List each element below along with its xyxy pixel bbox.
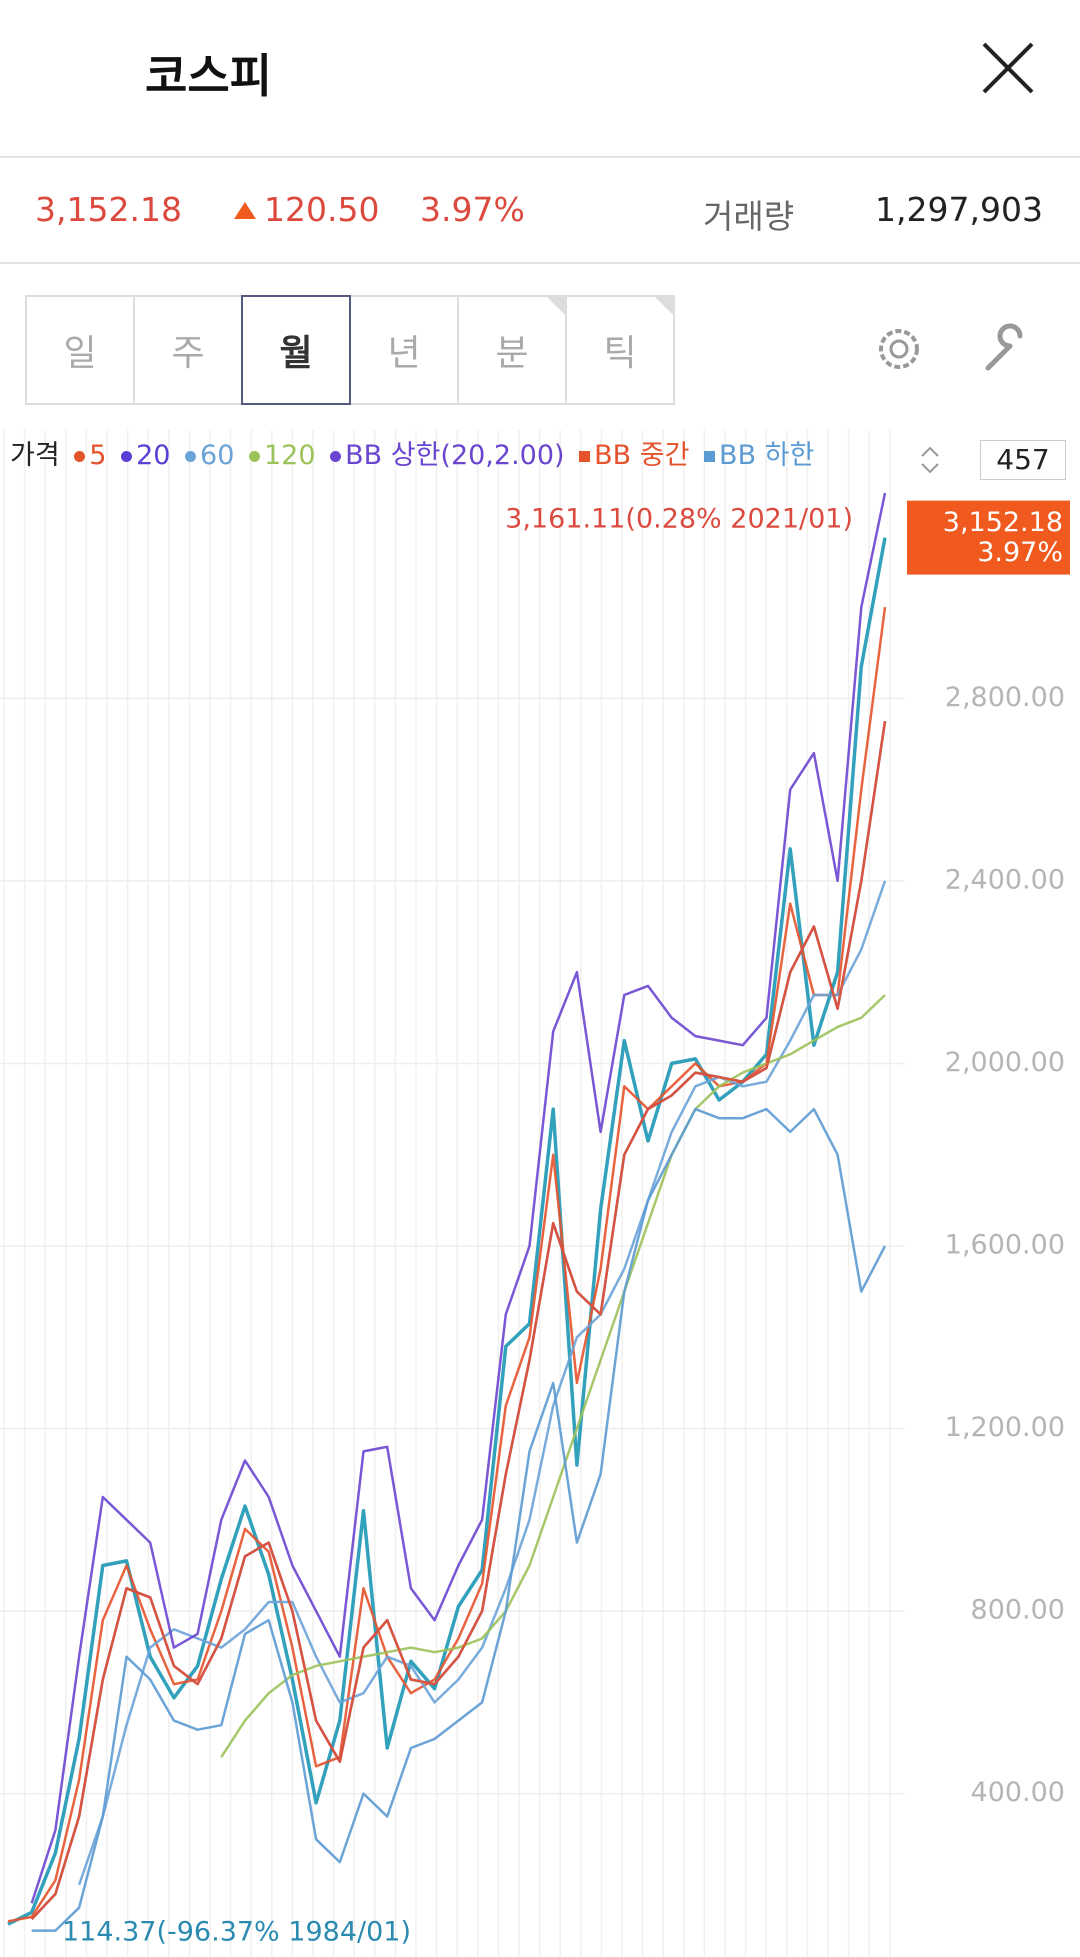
y-tick-label: 400.00 xyxy=(971,1777,1065,1808)
y-tick-label: 800.00 xyxy=(971,1595,1065,1626)
series-line xyxy=(30,721,887,1920)
settings-button[interactable] xyxy=(872,322,926,376)
series-line xyxy=(77,880,887,1886)
legend-item: BB 상한(20,2.00) xyxy=(330,440,565,471)
last-price: 3,152.18 xyxy=(943,507,1063,538)
legend-label: 20 xyxy=(136,440,171,471)
volume: 1,297,903 xyxy=(875,190,1043,229)
legend-item: 60 xyxy=(185,440,234,471)
legend-marker xyxy=(579,451,591,462)
legend-marker xyxy=(330,451,342,462)
tab[interactable]: 년 xyxy=(349,295,459,405)
legend-marker xyxy=(74,451,86,462)
tab[interactable]: 틱 xyxy=(565,295,675,405)
price: 3,152.18 xyxy=(35,190,182,229)
legend-label: 5 xyxy=(89,440,107,471)
series-line xyxy=(31,1107,887,1932)
legend-label: 60 xyxy=(200,440,235,471)
high-annotation: 3,161.11(0.28% 2021/01) xyxy=(505,504,853,535)
scroll-toggle[interactable] xyxy=(918,442,942,478)
tab[interactable]: 월 xyxy=(241,295,351,405)
legend-label: BB 중간 xyxy=(594,440,690,471)
y-tick-label: 1,200.00 xyxy=(945,1412,1065,1443)
legend-marker xyxy=(121,451,133,462)
legend-label: BB 상한(20,2.00) xyxy=(345,440,565,471)
volume-label: 거래량 xyxy=(703,197,795,236)
y-tick-label: 2,800.00 xyxy=(945,682,1065,713)
series-line xyxy=(30,492,887,1904)
last-price-tag xyxy=(907,500,1070,575)
legend-marker xyxy=(704,451,716,462)
last-change: 3.97% xyxy=(977,537,1063,568)
page-title: 코스피 xyxy=(145,49,272,103)
visible-count[interactable]: 457 xyxy=(980,440,1066,480)
tab[interactable]: 주 xyxy=(133,295,243,405)
series-line xyxy=(30,721,887,1920)
tab[interactable]: 일 xyxy=(25,295,135,405)
y-tick-label: 2,000.00 xyxy=(945,1047,1065,1078)
divider xyxy=(0,262,1080,264)
divider xyxy=(0,156,1080,158)
tab[interactable]: 분 xyxy=(457,295,567,405)
price-change-percent: 3.97% xyxy=(420,190,525,229)
legend-item: 120 xyxy=(248,440,316,471)
legend-item: 5 xyxy=(74,440,106,471)
legend-item: BB 중간 xyxy=(579,440,689,471)
legend-label: 120 xyxy=(263,440,316,471)
legend-marker xyxy=(185,451,197,462)
y-tick-label: 2,400.00 xyxy=(945,864,1065,895)
up-arrow xyxy=(234,202,256,219)
chart: 400.00 800.00 1,200.00 1,600.00 2,000.00 2,40… xyxy=(0,430,1070,1957)
close-button[interactable] xyxy=(980,40,1036,96)
series-line xyxy=(7,537,887,1926)
legend-item: 가격 xyxy=(10,440,60,471)
y-tick-label: 1,600.00 xyxy=(945,1229,1065,1260)
legend-marker xyxy=(248,451,260,462)
period-tabs: 일 주 월 년 분 틱 xyxy=(25,295,675,405)
legend-label: BB 하한 xyxy=(719,440,815,471)
tools-button[interactable] xyxy=(980,322,1034,376)
legend-item: BB 하한 xyxy=(704,440,814,471)
series-line xyxy=(220,994,886,1758)
price-change: 120.50 xyxy=(264,190,380,229)
low-annotation: 114.37(-96.37% 1984/01) xyxy=(62,1917,411,1948)
series-line xyxy=(7,606,887,1923)
legend-item: 20 xyxy=(121,440,170,471)
legend: 가격 5 20 60 120 BB 상한(20,2.00) BB 중간 BB 하… xyxy=(10,436,890,476)
legend-label: 가격 xyxy=(10,440,60,471)
